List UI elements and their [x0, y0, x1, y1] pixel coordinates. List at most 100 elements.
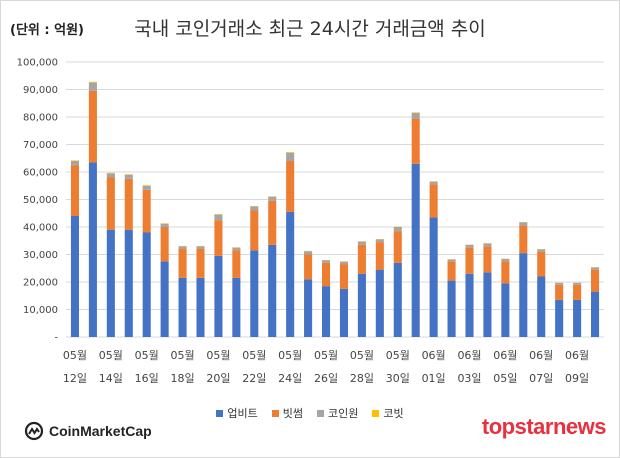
bar-segment — [268, 200, 277, 245]
x-tick-label: 03일 — [457, 371, 481, 385]
bar-segment — [519, 253, 528, 337]
bar-segment — [375, 239, 384, 243]
bar-segment — [88, 90, 97, 163]
bar-segment — [447, 261, 456, 281]
bar-segment — [483, 243, 492, 247]
bar-segment — [321, 260, 331, 263]
bar-segment — [501, 261, 510, 284]
bar-segment — [429, 184, 438, 218]
bar-segment — [393, 231, 402, 263]
x-tick-label: 06월 — [457, 349, 481, 362]
bar-segment — [88, 82, 97, 91]
y-tick-label: 60,000 — [23, 168, 58, 179]
x-tick-label: 05월 — [386, 349, 410, 362]
legend-item: 업비트 — [216, 405, 258, 421]
bar-segment — [501, 283, 510, 337]
bar-segment — [339, 288, 349, 337]
legend-label: 업비트 — [227, 407, 258, 420]
bar-segment — [160, 227, 169, 262]
y-tick-label: 20,000 — [23, 278, 58, 289]
x-tick-label: 24일 — [278, 371, 302, 385]
bar-segment — [304, 254, 313, 280]
bar-segment — [142, 185, 151, 190]
bar-segment — [375, 242, 384, 270]
bar-segment — [447, 259, 456, 262]
bar-segment — [196, 249, 205, 278]
bar-segment — [304, 251, 313, 255]
bar-segment — [429, 181, 438, 185]
y-tick-label: 10,000 — [23, 305, 58, 316]
x-tick-label: 16일 — [135, 371, 159, 385]
x-tick-label: 05월 — [171, 349, 195, 362]
bar-segment — [124, 178, 133, 230]
x-tick-label: 26일 — [314, 371, 338, 385]
bar-segment — [537, 276, 546, 337]
bar-segment — [573, 299, 582, 337]
x-tick-label: 05월 — [242, 349, 266, 362]
bar-segment — [106, 173, 115, 178]
bar-segment — [250, 250, 259, 337]
bar-segment — [501, 258, 510, 262]
bar-segment — [411, 112, 420, 113]
bar-segment — [286, 152, 295, 161]
bar-segment — [268, 196, 277, 201]
bar-segment — [411, 118, 420, 164]
bar-segment — [590, 269, 600, 292]
y-tick-label: - — [54, 333, 58, 344]
bar-segment — [339, 264, 349, 289]
bar-segment — [214, 255, 223, 337]
bar-segment — [124, 229, 133, 337]
bar-segment — [573, 282, 582, 285]
legend-label: 코인원 — [328, 407, 359, 420]
bar-segment — [232, 277, 241, 337]
bar-segment — [286, 211, 295, 337]
bar-segment — [357, 273, 366, 337]
x-tick-label: 06월 — [565, 349, 589, 362]
y-tick-label: 40,000 — [23, 223, 58, 234]
y-tick-label: 100,000 — [17, 58, 58, 69]
legend-item: 코빗 — [372, 405, 404, 421]
x-tick-label: 09일 — [565, 371, 589, 385]
bar-segment — [411, 163, 420, 337]
bar-segment — [483, 272, 492, 337]
legend-label: 코빗 — [383, 407, 404, 420]
bar-segment — [70, 160, 80, 161]
bar-segment — [393, 227, 402, 232]
bar-segment — [465, 273, 474, 337]
bar-segment — [196, 246, 205, 249]
x-tick-label: 05월 — [314, 349, 338, 362]
bar-segment — [70, 161, 80, 166]
x-tick-label: 22일 — [242, 371, 266, 385]
bar-segment — [555, 282, 564, 285]
x-tick-label: 05월 — [350, 349, 374, 362]
bar-segment — [590, 291, 600, 337]
x-tick-label: 05월 — [63, 349, 87, 362]
legend-swatch — [271, 409, 279, 417]
bar-segment — [178, 246, 187, 249]
y-tick-label: 70,000 — [23, 140, 58, 151]
bar-segment — [321, 286, 331, 337]
bar-segment — [339, 261, 349, 265]
chart-legend: 업비트 빗썸 코인원 코빗 — [0, 405, 620, 421]
x-tick-label: 18일 — [171, 371, 195, 385]
x-tick-label: 12일 — [63, 371, 87, 385]
x-tick-label: 05월 — [278, 349, 302, 362]
bar-segment — [232, 250, 241, 278]
x-tick-label: 06월 — [422, 349, 446, 362]
x-tick-label: 07일 — [529, 371, 553, 385]
bar-segment — [519, 222, 528, 226]
bar-segment — [124, 174, 133, 179]
bar-segment — [375, 269, 384, 337]
bar-segment — [483, 246, 492, 273]
bar-segment — [214, 214, 223, 215]
bar-segment — [160, 261, 169, 337]
bar-segment — [250, 206, 259, 211]
bar-segment — [178, 277, 187, 337]
legend-swatch — [372, 409, 380, 417]
x-tick-label: 05월 — [99, 349, 123, 362]
coinmarketcap-logo: CoinMarketCap — [24, 421, 152, 441]
x-tick-label: 06월 — [493, 349, 517, 362]
bar-segment — [70, 216, 80, 337]
bar-segment — [70, 165, 80, 216]
x-tick-label: 28일 — [350, 371, 374, 385]
